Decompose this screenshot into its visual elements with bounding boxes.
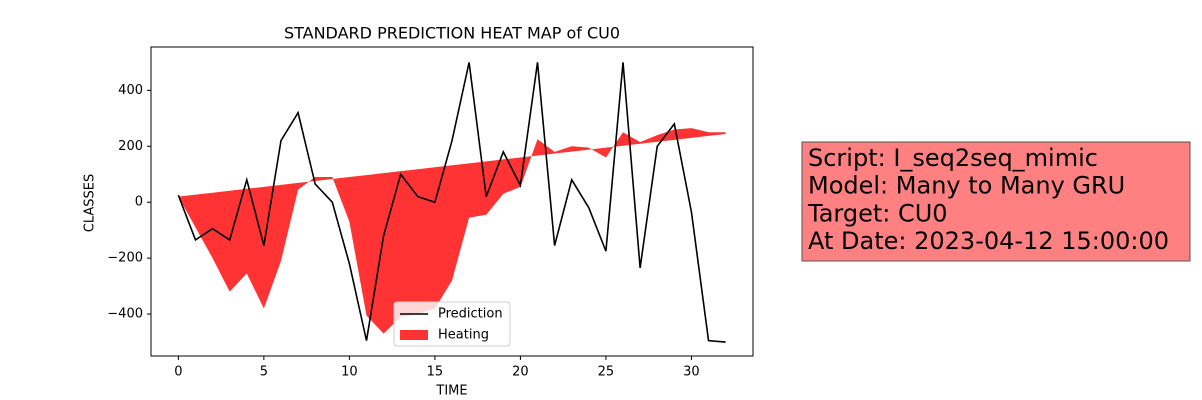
- legend-swatch: [400, 330, 428, 340]
- annotation-line: Script: I_seq2seq_mimic: [808, 144, 1098, 172]
- x-tick-label: 30: [683, 365, 700, 380]
- x-tick-label: 0: [174, 365, 182, 380]
- area: [178, 128, 726, 334]
- plot-frame: [150, 46, 754, 357]
- annotation-box: [801, 141, 1191, 262]
- y-tick-label: 400: [118, 83, 143, 98]
- y-tick-label: 200: [118, 139, 143, 154]
- legend-label: Prediction: [438, 307, 503, 322]
- y-axis-label: CLASSES: [83, 174, 98, 232]
- legend: Prediction Heating: [393, 301, 511, 347]
- x-axis-label: TIME: [435, 384, 467, 399]
- y-tick-label: −200: [107, 251, 143, 266]
- annotation-line: Target: CU0: [807, 199, 948, 227]
- line: [177, 62, 726, 343]
- x-tick-label: 25: [598, 365, 615, 380]
- x-tick-label: 20: [512, 365, 529, 380]
- x-tick-label: 5: [260, 365, 268, 380]
- legend-label: Heating: [438, 328, 489, 343]
- y-tick-label: 0: [135, 195, 143, 210]
- x-tick-label: 10: [341, 365, 358, 380]
- x-tick-label: 15: [427, 365, 444, 380]
- chart-title: STANDARD PREDICTION HEAT MAP of CU0: [284, 24, 620, 43]
- annotation-line: Model: Many to Many GRU: [808, 172, 1125, 200]
- y-tick-label: −400: [107, 307, 143, 322]
- annotation-line: At Date: 2023-04-12 15:00:00: [808, 227, 1169, 255]
